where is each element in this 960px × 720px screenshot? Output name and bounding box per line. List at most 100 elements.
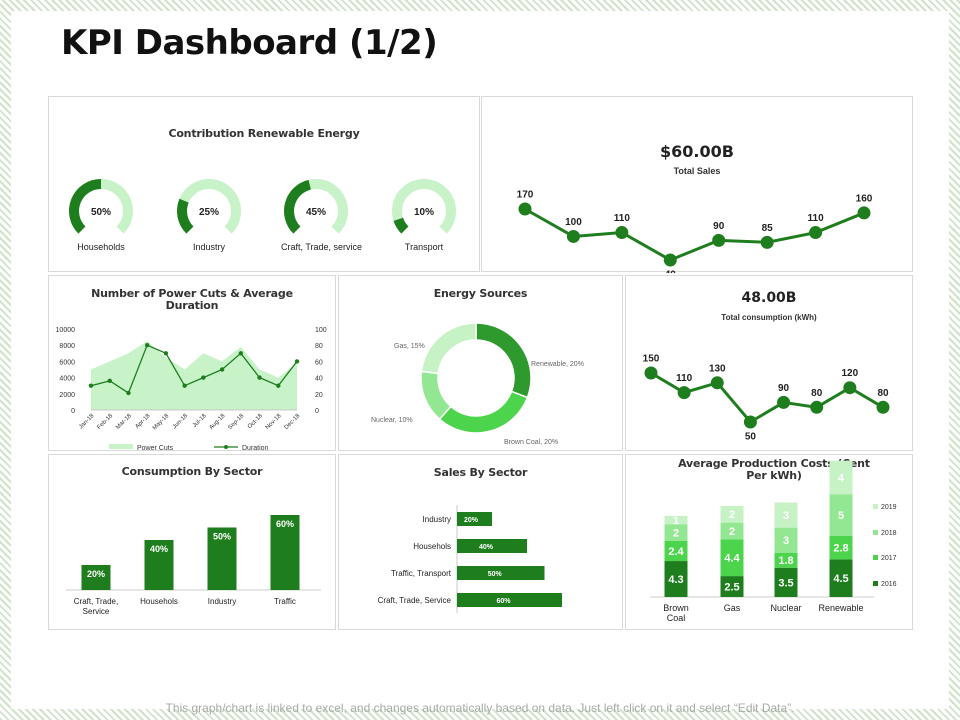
sales-subtitle: Total Sales <box>673 166 721 176</box>
panel-energy-sources[interactable]: Energy Sources Renewable, 20% Brown Coal,… <box>338 275 623 451</box>
panel-renewable[interactable]: Contribution Renewable Energy 50% Househo… <box>48 96 480 272</box>
segment-label: 4.5 <box>833 573 848 585</box>
prodcosts-stacked-chart: 4.32.4212.54.4223.51.8334.52.854BrownCoa… <box>650 460 897 623</box>
chart-title-salesbysector: Sales By Sector <box>433 466 528 479</box>
data-label: 90 <box>778 383 790 394</box>
gauge-label: Households <box>77 242 125 252</box>
gauge-label: Craft, Trade, service <box>281 242 363 252</box>
x-tick: May-18 <box>152 413 171 432</box>
gauge-fill <box>69 179 102 234</box>
data-label: 150 <box>643 354 660 365</box>
data-point <box>615 226 629 240</box>
slice-label: Renewable, 20% <box>531 361 584 368</box>
data-point <box>843 381 857 395</box>
duration-point <box>219 367 225 372</box>
x-tick: Apr-18 <box>135 413 152 430</box>
data-point <box>810 400 824 414</box>
gauge-value: 10% <box>414 207 434 218</box>
y-right-tick: 80 <box>315 343 323 350</box>
gauge-label: Industry <box>192 242 225 252</box>
consumption-headline: 48.00B <box>741 290 797 306</box>
stack-segment <box>720 505 744 523</box>
y-left-tick: 4000 <box>59 376 75 383</box>
segment-label: 2.5 <box>724 582 739 594</box>
x-tick: Traffic <box>274 597 296 606</box>
data-point <box>809 226 823 240</box>
bar-label: 60% <box>496 598 511 605</box>
data-point <box>876 400 890 414</box>
chart-title-powercuts: Number of Power Cuts & Average Duration <box>91 287 293 312</box>
x-tick: Househols <box>140 597 178 606</box>
consumption-subtitle: Total consumption (kWh) <box>721 313 817 322</box>
panel-total-sales[interactable]: $60.00B Total Sales 170 100 110 40 90 85 110 16… <box>481 96 913 274</box>
stack-segment <box>664 524 688 541</box>
panel-consumption[interactable]: 48.00B Total consumption (kWh) 150 110 130… <box>625 275 913 451</box>
panel-sales-by-sector[interactable]: Sales By Sector 20% Industry 40% Househols 5… <box>338 454 623 630</box>
y-tick: Househols <box>413 542 451 551</box>
stack-segment <box>829 460 853 495</box>
bar-label: 50% <box>488 571 503 578</box>
legend-swatch-power <box>109 444 133 449</box>
bysector-bar-chart: 20% 40% 50% 60% Craft, Trade,Service Househol… <box>66 515 321 616</box>
data-point <box>663 253 677 267</box>
segment-label: 2 <box>729 509 735 521</box>
gauge-ring: 10% <box>392 179 456 234</box>
x-tick: Jul-18 <box>192 413 208 429</box>
legend-label: 2018 <box>881 530 897 537</box>
data-point <box>743 415 757 429</box>
gauge-value: 45% <box>306 207 326 218</box>
duration-point <box>257 375 262 380</box>
panel-consumption-by-sector[interactable]: Consumption By Sector 20% 40% 50% 60% Craft,… <box>48 454 336 630</box>
chart-title-renewable: Contribution Renewable Energy <box>168 127 360 140</box>
segment-label: 2 <box>729 526 735 538</box>
data-point <box>710 376 724 390</box>
bar-label: 20% <box>464 517 479 524</box>
y-right-tick: 100 <box>315 327 327 334</box>
consumption-line-chart: 150 110 130 50 90 80 120 80 <box>643 354 890 443</box>
area-power-cuts <box>91 341 297 410</box>
gauge-value: 50% <box>91 207 111 218</box>
panel-power-cuts[interactable]: Number of Power Cuts & Average Duration … <box>48 275 336 452</box>
y-left-tick: 0 <box>71 408 75 415</box>
x-tick: Gas <box>724 603 741 613</box>
data-label: 40 <box>665 270 677 274</box>
segment-label: 3 <box>783 535 789 547</box>
x-tick: Nuclear <box>770 603 801 613</box>
y-tick: Industry <box>423 515 451 524</box>
data-point <box>760 235 774 249</box>
duration-point <box>126 390 131 396</box>
legend-swatch <box>873 504 878 509</box>
stack-segment <box>774 567 798 597</box>
gauge-1: 25% Industry <box>174 177 244 252</box>
stack-segment <box>829 494 853 536</box>
panel-production-costs[interactable]: Average Production Costs (Cent Per kWh) … <box>625 454 913 630</box>
slide: KPI Dashboard (1/2) Contribution Renewab… <box>11 11 949 715</box>
y-right-tick: 0 <box>315 408 319 415</box>
data-label: 90 <box>713 221 725 232</box>
bar-label: 60% <box>276 519 294 529</box>
stack-segment <box>774 527 798 553</box>
data-label: 110 <box>808 213 825 224</box>
y-left-tick: 6000 <box>59 359 75 366</box>
segment-label: 4.3 <box>668 574 683 586</box>
data-point <box>677 386 691 400</box>
chart-title-prodcosts: Average Production Costs (Cent Per kWh) <box>678 457 870 482</box>
energy-donut-chart: Renewable, 20% Brown Coal, 20% Nuclear, 10… <box>371 322 584 446</box>
data-point <box>518 202 532 216</box>
data-label: 160 <box>856 193 873 204</box>
data-label: 130 <box>709 363 726 374</box>
footer-note: This graph/chart is linked to excel, and… <box>165 701 795 715</box>
stack-segment <box>829 535 853 560</box>
y-tick: Craft, Trade, Service <box>378 596 452 605</box>
bar <box>457 512 492 526</box>
duration-point <box>88 383 94 388</box>
legend-swatch <box>873 555 878 560</box>
segment-label: 5 <box>838 510 844 522</box>
segment-label: 1.8 <box>778 555 793 567</box>
legend-label-duration: Duration <box>242 445 269 452</box>
bar <box>144 540 174 590</box>
bar <box>457 539 527 553</box>
segment-label: 2.4 <box>668 546 684 558</box>
data-label: 110 <box>614 213 631 224</box>
donut-slice <box>420 370 452 421</box>
